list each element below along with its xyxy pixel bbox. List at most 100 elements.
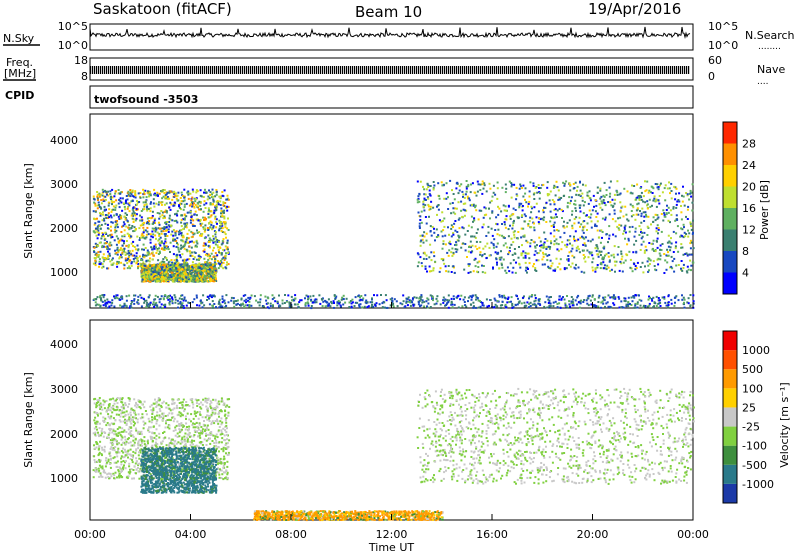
scatter-cell — [384, 306, 386, 309]
scatter-cell — [512, 306, 515, 309]
scatter-cell — [94, 222, 97, 225]
scatter-cell — [142, 254, 145, 257]
scatter-cell — [185, 304, 188, 307]
freq-tick-top: 18 — [74, 54, 88, 67]
scatter-cell — [198, 262, 201, 265]
scatter-cell — [204, 188, 206, 191]
scatter-cell — [148, 191, 151, 194]
scatter-cell — [143, 193, 146, 196]
scatter-cell — [138, 239, 141, 241]
scatter-cell — [134, 229, 137, 231]
scatter-cell — [227, 217, 229, 220]
scatter-cell — [671, 267, 674, 270]
scatter-cell — [642, 200, 645, 203]
scatter-cell — [155, 276, 158, 279]
scatter-cell — [653, 195, 656, 198]
scatter-cell — [165, 247, 168, 250]
scatter-cell — [577, 238, 580, 241]
scatter-cell — [595, 225, 598, 228]
scatter-cell — [154, 194, 157, 197]
scatter-cell — [211, 266, 214, 269]
scatter-cell — [613, 260, 616, 263]
scatter-cell — [150, 270, 153, 273]
scatter-cell — [582, 249, 585, 252]
scatter-cell — [642, 211, 645, 214]
scatter-cell — [556, 209, 559, 212]
scatter-cell — [450, 227, 453, 230]
scatter-cell — [610, 268, 613, 271]
scatter-cell — [175, 197, 178, 200]
scatter-cell — [206, 271, 209, 274]
scatter-cell — [500, 210, 503, 213]
scatter-cell — [523, 305, 526, 308]
scatter-cell — [199, 220, 202, 223]
scatter-cell — [482, 223, 485, 226]
scatter-cell — [476, 297, 479, 299]
scatter-cell — [167, 263, 170, 266]
scatter-cell — [688, 232, 691, 235]
scatter-cell — [460, 200, 463, 203]
scatter-cell — [196, 274, 199, 276]
freq-band-sample — [238, 66, 240, 74]
scatter-cell — [117, 250, 120, 253]
scatter-cell — [613, 193, 616, 196]
scatter-cell — [624, 231, 627, 234]
scatter-cell — [659, 254, 662, 257]
scatter-cell — [105, 301, 108, 304]
scatter-cell — [610, 254, 613, 257]
scatter-cell — [534, 250, 537, 253]
scatter-cell — [579, 210, 582, 213]
scatter-cell — [454, 207, 457, 210]
scatter-cell — [381, 306, 384, 309]
scatter-cell — [600, 229, 603, 232]
freq-band-sample — [102, 66, 104, 74]
scatter-cell — [554, 208, 557, 211]
scatter-cell — [198, 277, 201, 280]
scatter-cell — [204, 253, 207, 256]
freq-band-sample — [660, 66, 662, 74]
scatter-cell — [166, 191, 169, 194]
scatter-cell — [464, 193, 467, 196]
scatter-cell — [217, 201, 219, 204]
scatter-cell — [101, 263, 104, 265]
scatter-cell — [220, 212, 222, 215]
scatter-cell — [209, 191, 212, 194]
scatter-cell — [594, 199, 597, 202]
scatter-cell — [171, 269, 174, 272]
scatter-cell — [675, 203, 678, 206]
freq-band-sample — [632, 66, 634, 74]
scatter-cell — [110, 229, 112, 232]
scatter-cell — [106, 193, 108, 196]
scatter-cell — [199, 189, 202, 192]
scatter-cell — [473, 258, 476, 261]
scatter-cell — [163, 274, 166, 277]
scatter-cell — [460, 246, 463, 249]
scatter-cell — [601, 217, 604, 220]
freq-band-sample — [558, 66, 560, 74]
scatter-cell — [149, 257, 151, 260]
freq-band-sample — [608, 66, 610, 74]
scatter-cell — [646, 305, 649, 308]
scatter-cell — [142, 193, 145, 196]
scatter-cell — [640, 215, 643, 218]
scatter-cell — [686, 271, 689, 274]
scatter-cell — [543, 216, 546, 219]
scatter-cell — [442, 259, 445, 262]
freq-band-sample — [194, 66, 196, 74]
scatter-cell — [583, 220, 586, 222]
scatter-cell — [222, 238, 225, 241]
scatter-cell — [655, 198, 658, 201]
freq-band-sample — [514, 66, 516, 74]
scatter-cell — [132, 206, 135, 209]
scatter-cell — [537, 184, 540, 186]
scatter-cell — [176, 214, 179, 217]
scatter-cell — [115, 294, 118, 297]
scatter-cell — [174, 233, 177, 236]
scatter-cell — [158, 238, 161, 241]
scatter-cell — [646, 260, 649, 263]
scatter-cell — [114, 231, 117, 234]
scatter-cell — [649, 205, 652, 208]
scatter-cell — [116, 246, 119, 249]
scatter-cell — [627, 239, 630, 242]
scatter-cell — [490, 227, 493, 230]
